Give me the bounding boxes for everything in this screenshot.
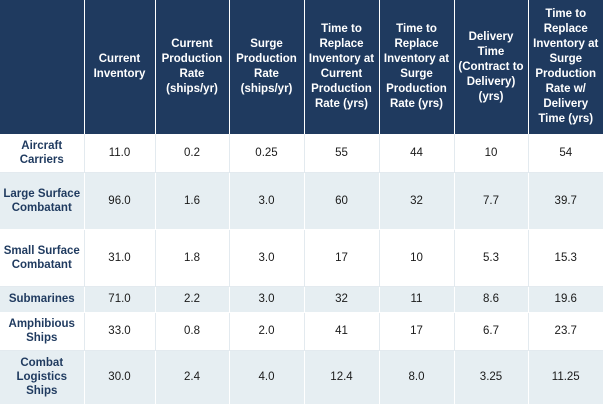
table-cell: 3.0 (229, 229, 305, 287)
table-cell: 8.6 (454, 286, 529, 313)
table-row: Small Surface Combatant 31.0 1.8 3.0 17 … (0, 229, 603, 287)
header-surge-production-rate: Surge Production Rate (ships/yr) (229, 0, 305, 134)
header-delivery-time: Delivery Time (Contract to Delivery) (yr… (454, 0, 529, 134)
header-current-inventory: Current Inventory (84, 0, 156, 134)
table-cell: 55 (304, 134, 380, 173)
table-cell: 44 (379, 134, 455, 173)
table-cell: 30.0 (84, 350, 156, 405)
header-time-surge-with-delivery: Time to Replace Inventory at Surge Produ… (528, 0, 603, 134)
table-cell: 5.3 (454, 229, 529, 287)
table-cell: 3.0 (229, 172, 305, 230)
table-cell: 4.0 (229, 350, 305, 405)
table-cell: 15.3 (528, 229, 603, 287)
row-label: Aircraft Carriers (0, 134, 85, 173)
table-cell: 6.7 (454, 312, 529, 351)
table-cell: 0.2 (155, 134, 230, 173)
table-cell: 1.6 (155, 172, 230, 230)
table-cell: 0.25 (229, 134, 305, 173)
header-row: Current Inventory Current Production Rat… (0, 0, 603, 134)
table-cell: 2.2 (155, 286, 230, 313)
row-label: Small Surface Combatant (0, 229, 85, 287)
table-cell: 1.8 (155, 229, 230, 287)
table-cell: 3.0 (229, 286, 305, 313)
table-cell: 33.0 (84, 312, 156, 351)
table-cell: 23.7 (528, 312, 603, 351)
table-row: Aircraft Carriers 11.0 0.2 0.25 55 44 10… (0, 134, 603, 173)
table-row: Large Surface Combatant 96.0 1.6 3.0 60 … (0, 172, 603, 230)
table-cell: 96.0 (84, 172, 156, 230)
table-cell: 32 (304, 286, 380, 313)
table-cell: 17 (304, 229, 380, 287)
table-row: Submarines 71.0 2.2 3.0 32 11 8.6 19.6 (0, 286, 603, 313)
table-cell: 0.8 (155, 312, 230, 351)
table-cell: 11 (379, 286, 455, 313)
row-label: Submarines (0, 286, 85, 313)
header-corner (0, 0, 85, 134)
table-cell: 10 (454, 134, 529, 173)
table-cell: 3.25 (454, 350, 529, 405)
table-cell: 32 (379, 172, 455, 230)
table-cell: 8.0 (379, 350, 455, 405)
table-cell: 39.7 (528, 172, 603, 230)
table-row: Amphibious Ships 33.0 0.8 2.0 41 17 6.7 … (0, 312, 603, 351)
table-cell: 2.0 (229, 312, 305, 351)
table-cell: 71.0 (84, 286, 156, 313)
table-cell: 31.0 (84, 229, 156, 287)
table-row: Combat Logistics Ships 30.0 2.4 4.0 12.4… (0, 350, 603, 405)
table-cell: 17 (379, 312, 455, 351)
table-cell: 7.7 (454, 172, 529, 230)
table-cell: 60 (304, 172, 380, 230)
table-cell: 11.0 (84, 134, 156, 173)
table-cell: 54 (528, 134, 603, 173)
table-cell: 2.4 (155, 350, 230, 405)
row-label: Combat Logistics Ships (0, 350, 85, 405)
row-label: Amphibious Ships (0, 312, 85, 351)
header-time-surge-rate: Time to Replace Inventory at Surge Produ… (379, 0, 455, 134)
header-current-production-rate: Current Production Rate (ships/yr) (155, 0, 230, 134)
table-cell: 12.4 (304, 350, 380, 405)
table-cell: 10 (379, 229, 455, 287)
header-time-current-rate: Time to Replace Inventory at Current Pro… (304, 0, 380, 134)
table-cell: 41 (304, 312, 380, 351)
table-cell: 11.25 (528, 350, 603, 405)
row-label: Large Surface Combatant (0, 172, 85, 230)
table-cell: 19.6 (528, 286, 603, 313)
